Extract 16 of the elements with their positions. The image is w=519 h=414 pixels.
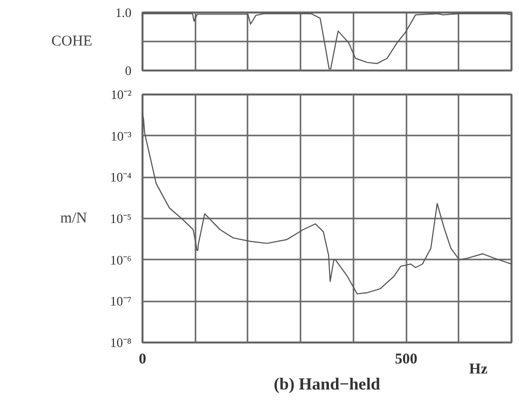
line-series (142, 13, 512, 70)
y-tick-label: 10⁻⁴ (110, 170, 132, 185)
y-axis-title: COHE (51, 34, 92, 50)
y-tick-label: 1.0 (115, 5, 132, 20)
y-axis-title: m/N (60, 210, 88, 226)
y-tick-label: 0 (125, 63, 132, 78)
x-tick-label: 500 (394, 352, 418, 368)
y-tick-label: 10⁻⁷ (110, 294, 132, 309)
y-tick-label: 10⁻⁵ (110, 211, 132, 226)
text: (b) Hand−held (274, 374, 381, 394)
y-tick-label: 10⁻³ (110, 128, 132, 144)
line-series (142, 112, 512, 294)
y-tick-label: 10⁻⁸ (110, 335, 132, 350)
y-tick-label: 10⁻² (110, 87, 132, 102)
y-tick-label: 10⁻⁶ (110, 252, 132, 268)
x-axis-title: Hz (469, 362, 488, 378)
